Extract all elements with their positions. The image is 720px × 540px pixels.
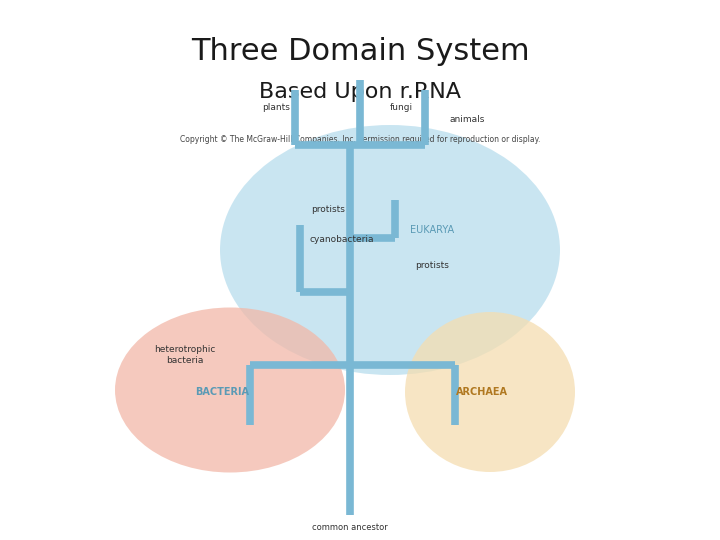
Ellipse shape [220,125,560,375]
Text: protists: protists [311,206,345,214]
Text: ARCHAEA: ARCHAEA [456,387,508,397]
Text: Three Domain System: Three Domain System [191,37,529,66]
Text: protists: protists [415,260,449,269]
Text: Based Upon r.RNA: Based Upon r.RNA [259,82,461,102]
Text: heterotrophic
bacteria: heterotrophic bacteria [154,345,216,364]
Text: common ancestor: common ancestor [312,523,388,532]
Text: BACTERIA: BACTERIA [195,387,249,397]
Ellipse shape [405,312,575,472]
Text: plants: plants [262,104,290,112]
Text: animals: animals [450,116,485,125]
Text: fungi: fungi [390,104,413,112]
Ellipse shape [115,307,345,472]
Text: Copyright © The McGraw-Hill Companies, Inc. Permission required for reproduction: Copyright © The McGraw-Hill Companies, I… [180,136,540,145]
Text: cyanobacteria: cyanobacteria [310,235,374,245]
Text: EUKARYA: EUKARYA [410,225,454,235]
